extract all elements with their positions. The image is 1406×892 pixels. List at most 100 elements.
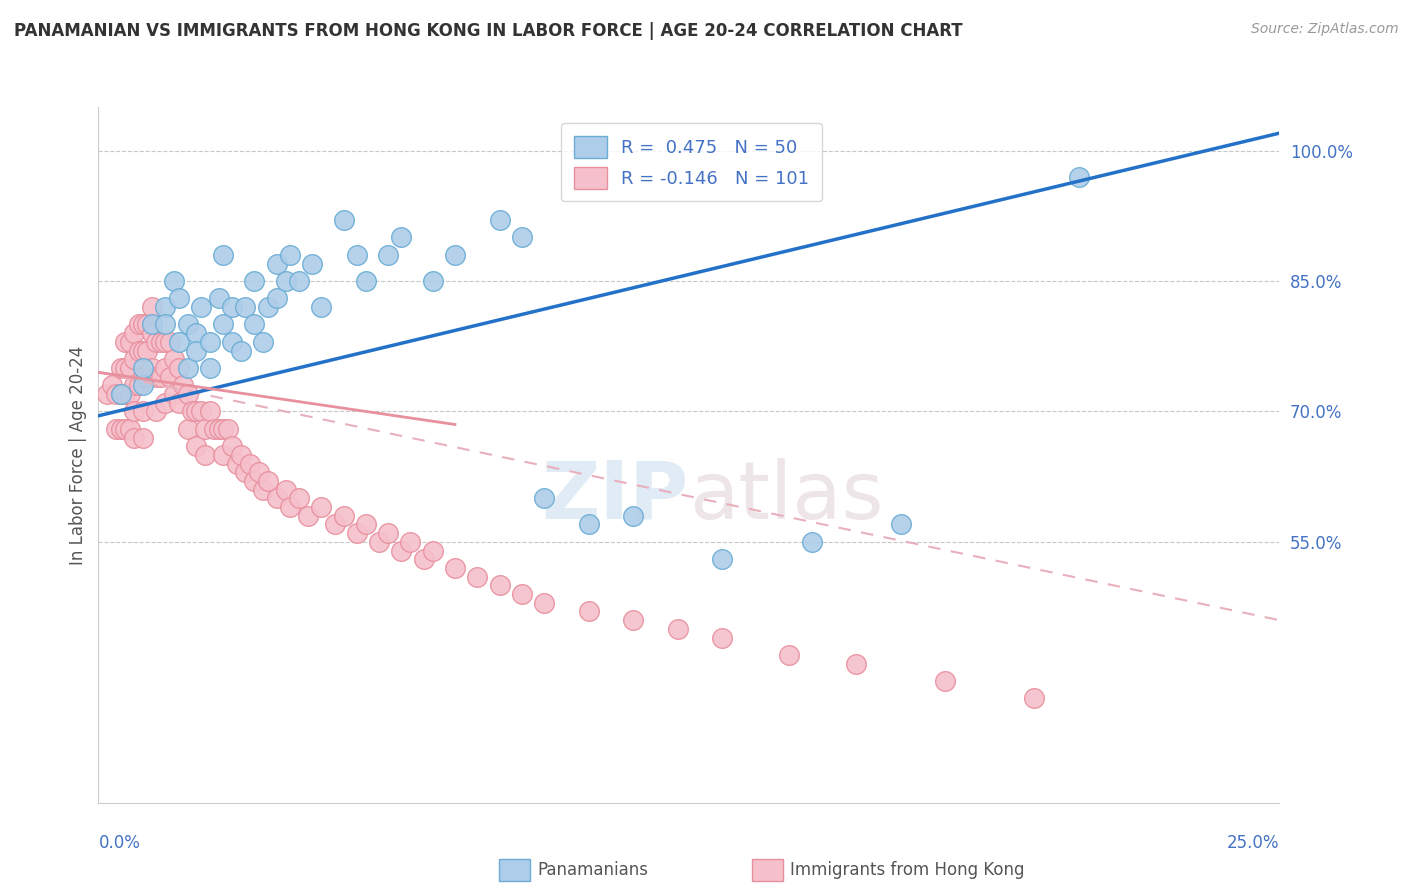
Point: [141, 360, 163, 375]
Point: [155, 318, 177, 332]
Point: [309, 300, 332, 314]
Point: [288, 491, 311, 506]
Point: [155, 360, 177, 375]
Point: [711, 552, 734, 566]
Point: [621, 508, 644, 523]
Point: [186, 326, 208, 340]
Point: [488, 578, 510, 592]
Point: [190, 300, 212, 314]
Point: [190, 404, 212, 418]
Point: [136, 369, 159, 384]
Point: [194, 422, 217, 436]
Point: [186, 404, 208, 418]
Point: [578, 605, 600, 619]
Point: [155, 300, 177, 314]
Point: [159, 334, 181, 349]
Point: [145, 369, 167, 384]
Point: [346, 526, 368, 541]
Text: ZIP: ZIP: [541, 458, 689, 536]
Point: [132, 318, 155, 332]
Point: [167, 396, 190, 410]
Point: [122, 430, 145, 444]
Point: [391, 230, 413, 244]
Point: [243, 274, 266, 288]
Point: [212, 448, 235, 462]
Point: [225, 457, 247, 471]
Point: [141, 300, 163, 314]
Point: [221, 334, 243, 349]
Point: [176, 318, 198, 332]
Point: [136, 343, 159, 358]
Legend: R =  0.475   N = 50, R = -0.146   N = 101: R = 0.475 N = 50, R = -0.146 N = 101: [561, 123, 821, 202]
Point: [128, 343, 150, 358]
Point: [346, 248, 368, 262]
Point: [578, 517, 600, 532]
Point: [163, 274, 186, 288]
Point: [181, 404, 204, 418]
Point: [444, 248, 467, 262]
Point: [890, 517, 912, 532]
Point: [239, 457, 262, 471]
Point: [256, 300, 278, 314]
Point: [155, 334, 177, 349]
Point: [122, 352, 145, 367]
Point: [412, 552, 434, 566]
Point: [252, 483, 274, 497]
Point: [235, 466, 257, 480]
Point: [444, 561, 467, 575]
Point: [354, 274, 377, 288]
Point: [122, 378, 145, 392]
Point: [332, 508, 354, 523]
Point: [243, 318, 266, 332]
Point: [332, 213, 354, 227]
Point: [110, 422, 132, 436]
Point: [301, 257, 323, 271]
Point: [145, 404, 167, 418]
Point: [510, 587, 533, 601]
Point: [399, 534, 422, 549]
Point: [391, 543, 413, 558]
Point: [274, 274, 297, 288]
Point: [172, 378, 194, 392]
Point: [122, 404, 145, 418]
Point: [1024, 691, 1046, 706]
Point: [149, 369, 172, 384]
Point: [105, 387, 128, 401]
Point: [118, 360, 141, 375]
Point: [118, 422, 141, 436]
Point: [212, 318, 235, 332]
Point: [114, 422, 136, 436]
Point: [194, 448, 217, 462]
Point: [198, 334, 221, 349]
Point: [167, 334, 190, 349]
Point: [221, 439, 243, 453]
Point: [235, 300, 257, 314]
Point: [145, 334, 167, 349]
Point: [132, 430, 155, 444]
Point: [105, 422, 128, 436]
Point: [141, 326, 163, 340]
Point: [198, 360, 221, 375]
Point: [256, 474, 278, 488]
Point: [621, 613, 644, 627]
Point: [309, 500, 332, 514]
Point: [422, 274, 444, 288]
Text: 25.0%: 25.0%: [1227, 834, 1279, 852]
Point: [132, 343, 155, 358]
Point: [217, 422, 239, 436]
Point: [128, 318, 150, 332]
Point: [110, 387, 132, 401]
Point: [149, 334, 172, 349]
Point: [533, 491, 555, 506]
Point: [128, 378, 150, 392]
Point: [132, 360, 155, 375]
Point: [96, 387, 118, 401]
Point: [465, 570, 488, 584]
Text: Source: ZipAtlas.com: Source: ZipAtlas.com: [1251, 22, 1399, 37]
Point: [229, 343, 252, 358]
Point: [266, 257, 288, 271]
Point: [297, 508, 319, 523]
Point: [163, 387, 186, 401]
Point: [1067, 169, 1090, 184]
Point: [666, 622, 689, 636]
